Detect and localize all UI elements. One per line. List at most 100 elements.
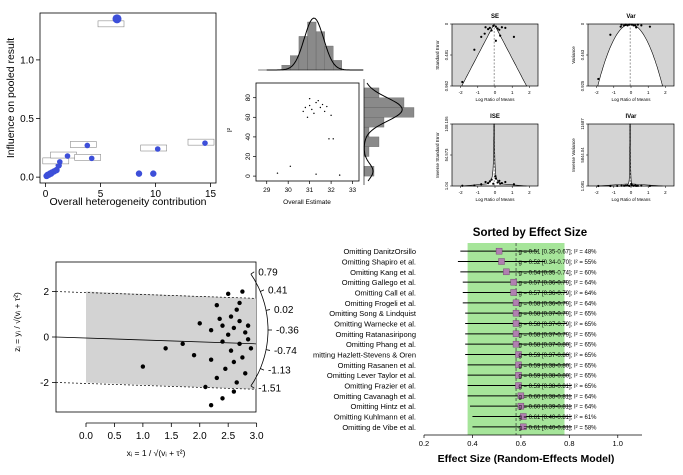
forest-study-label: Omitting DanitzOrsillo — [343, 247, 416, 256]
baujat-frame — [39, 12, 217, 184]
funnel-point — [640, 184, 643, 187]
forest-x-label: Effect Size (Random-Effects Model) — [438, 453, 615, 465]
forest-estimate-text: g = 0.59 [0.38-0.80]; I² = 65% — [518, 363, 597, 369]
radial-point — [234, 380, 239, 385]
gosh-density-bar — [324, 45, 334, 71]
forest-point-estimate — [510, 278, 517, 286]
funnel-point — [628, 184, 631, 187]
forest-point-estimate — [515, 361, 522, 369]
gosh-point — [326, 105, 328, 108]
funnel-point — [480, 183, 483, 186]
radial-point — [231, 359, 237, 365]
gosh-point — [308, 104, 311, 107]
funnel-title: IVar — [625, 114, 637, 120]
radial-x-tick-label: 1.0 — [136, 431, 150, 442]
radial-arc-tick-label: 0.41 — [268, 285, 288, 296]
gosh-i2-density-bar — [363, 117, 385, 128]
funnel-x-tick-label: 1 — [647, 190, 650, 195]
gosh-point — [338, 174, 341, 176]
funnel-plots: SE -2 -1 0 1 2 Log Ratio of Means 0.962 0.481 0 St… — [435, 14, 675, 202]
funnel-y-tick-label: 5844.04 — [580, 147, 585, 163]
radial-arc-tick-label: -0.36 — [276, 326, 299, 337]
forest-estimate-text: g = 0.58 [0.37-0.79]; I² = 65% — [518, 332, 597, 338]
radial-point — [203, 384, 208, 390]
funnel-title: Var — [626, 14, 636, 20]
funnel-point — [499, 182, 502, 185]
funnel-x-tick-label: -1 — [612, 90, 616, 95]
funnel-point — [597, 184, 600, 188]
radial-point — [240, 289, 245, 294]
baujat-point-label-box — [97, 20, 125, 28]
forest-point-estimate — [512, 330, 520, 338]
radial-point — [180, 341, 185, 347]
funnel-point — [461, 80, 464, 84]
funnel-x-tick-label: 2 — [528, 90, 531, 95]
gosh-point — [321, 103, 324, 106]
funnel-x-tick-label: 2 — [664, 90, 667, 95]
forest-estimate-text: g = 0.59 [0.38-0.81]; I² = 65% — [518, 384, 597, 390]
radial-point — [214, 302, 220, 308]
forest-study-label: Omitting Rasanen et al. — [338, 361, 416, 370]
baujat-point-label-box — [70, 141, 97, 148]
funnel-x-label: Log Ratio of Means — [475, 97, 515, 102]
funnel-point — [484, 180, 487, 184]
forest-point-estimate — [498, 258, 505, 265]
forest-point-estimate — [503, 268, 510, 276]
forest-point-estimate — [517, 392, 525, 400]
gosh-point — [328, 138, 330, 140]
baujat-plot: 0 5 10 15 0.0 0.5 1.0 Overall heterogeneity co… — [5, 12, 217, 208]
gosh-point — [289, 165, 292, 167]
radial-point — [237, 300, 242, 306]
forest-estimate-text: g = 0.60 [0.38-0.81]; I² = 64% — [518, 394, 597, 400]
radial-arc-tick-label: 0.79 — [258, 267, 278, 278]
funnel-x-tick-label: -1 — [476, 90, 480, 95]
funnel-point — [499, 34, 502, 37]
funnel-y-tick-label: 1.04 — [444, 181, 449, 190]
forest-estimate-text: g = 0.60 [0.39-0.81]; I² = 64% — [518, 405, 597, 411]
funnel-point — [487, 28, 490, 31]
funnel-point — [496, 27, 499, 30]
radial-point — [197, 321, 202, 326]
funnel-point — [498, 179, 501, 182]
funnel-point — [494, 177, 497, 180]
radial-point — [217, 316, 222, 322]
gosh-point — [315, 101, 317, 104]
baujat-point — [64, 153, 71, 159]
baujat-y-tick-label: 1.0 — [20, 55, 34, 66]
baujat-point — [84, 142, 91, 149]
radial-point — [231, 389, 237, 394]
gosh-i2-density-curve — [363, 82, 403, 182]
forest-study-label: Omitting Song & Lindquist — [329, 309, 417, 318]
radial-point — [243, 330, 248, 335]
funnel-x-label: Log Ratio of Means — [611, 197, 651, 202]
gosh-point — [323, 110, 326, 113]
radial-point — [245, 337, 251, 342]
funnel-x-tick-label: 1 — [647, 90, 650, 95]
gosh-x-label: Overall Estimate — [283, 199, 331, 206]
funnel-y-label: Standard Error — [435, 40, 440, 70]
forest-study-label: Omitting Call et al. — [355, 289, 416, 298]
forest-estimate-text: g = 0.59 [0.37-0.80]; I² = 65% — [518, 353, 597, 359]
funnel-x-tick-label: 0 — [494, 90, 497, 95]
funnel-y-tick-label: 0.481 — [444, 49, 449, 60]
funnel-x-tick-label: -2 — [595, 90, 599, 95]
radial-point — [231, 325, 237, 331]
radial-point — [214, 375, 220, 381]
forest-study-label: Omitting Hintz et al. — [351, 402, 416, 411]
funnel-point — [597, 77, 600, 81]
radial-point — [220, 339, 225, 344]
radial-arc-tick-label: -1.51 — [258, 384, 281, 395]
baujat-y-tick-label: 0.0 — [20, 173, 34, 184]
radial-x-tick-label: 1.5 — [164, 431, 178, 442]
forest-estimate-text: g = 0.57 [0.36-0.79]; I² = 64% — [518, 291, 597, 297]
forest-estimate-text: g = 0.58 [0.36-0.79]; I² = 64% — [518, 301, 597, 307]
funnel-point — [492, 182, 495, 185]
forest-x-tick-label: 0.6 — [516, 439, 526, 448]
forest-study-label: Omitting Frazier et al. — [344, 382, 416, 391]
gosh-y-tick-label: 0 — [245, 174, 252, 178]
funnel-x-label: Log Ratio of Means — [611, 97, 651, 102]
forest-study-label: Omitting Kang et al. — [350, 268, 416, 277]
forest-study-label: Omitting Ratanasiripong — [336, 330, 416, 339]
forest-estimate-text: g = 0.61 [0.40-0.81]; I² = 61% — [518, 415, 597, 421]
gosh-x-tick-label: 31 — [306, 187, 314, 194]
